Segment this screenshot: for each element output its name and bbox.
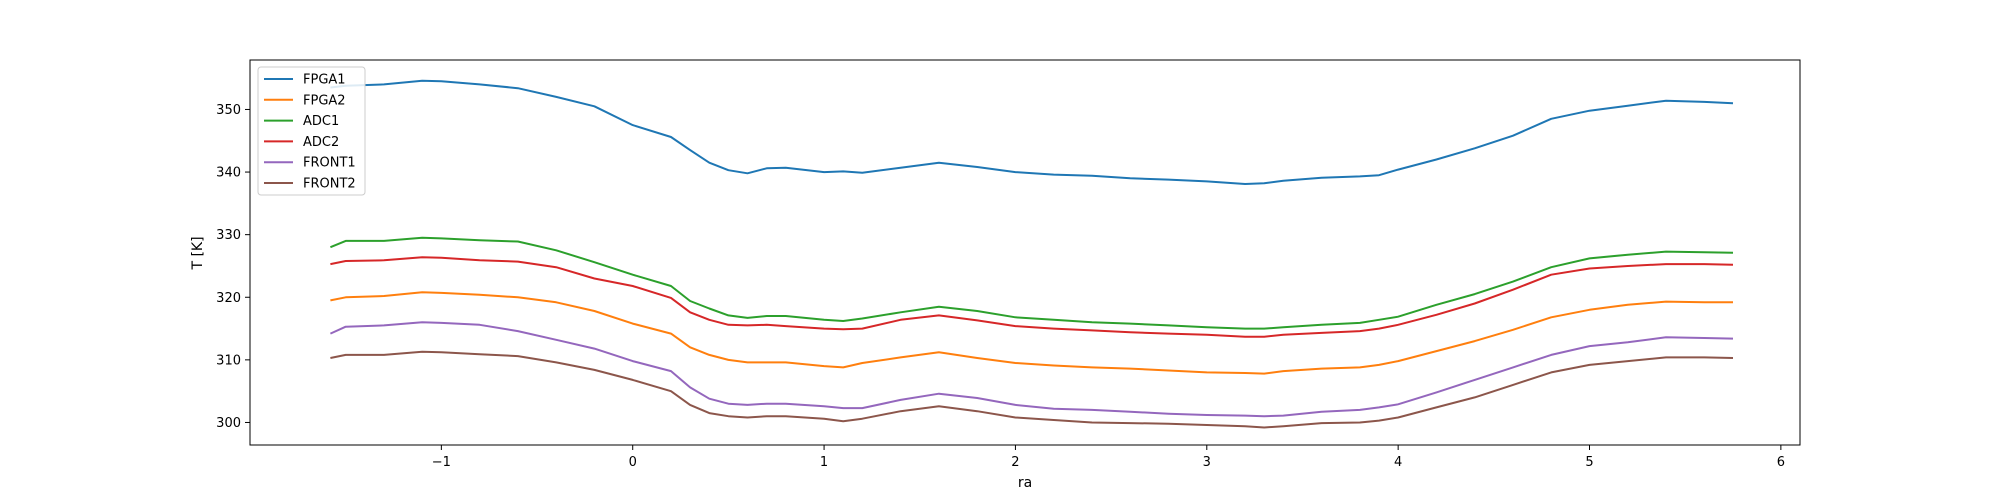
x-tick-label: 1 bbox=[820, 455, 828, 470]
y-tick-label: 340 bbox=[216, 166, 241, 181]
series-line-adc1 bbox=[330, 236, 1734, 330]
legend: FPGA1 FPGA2 ADC1 ADC2 FRONT1 FRONT2 bbox=[257, 66, 366, 196]
y-tick-label: 300 bbox=[216, 416, 241, 431]
plot-area-frame bbox=[249, 59, 1801, 446]
x-tick-label: 0 bbox=[629, 455, 637, 470]
x-tick-label: 6 bbox=[1777, 455, 1785, 470]
series-lines bbox=[329, 79, 1734, 429]
x-tick-label: −1 bbox=[432, 455, 451, 470]
legend-label-fpga2: FPGA2 bbox=[303, 93, 346, 108]
legend-label-adc2: ADC2 bbox=[303, 135, 339, 150]
x-tick-label: 4 bbox=[1394, 455, 1402, 470]
x-tick-label: 2 bbox=[1011, 455, 1019, 470]
legend-label-fpga1: FPGA1 bbox=[303, 73, 346, 88]
legend-label-front2: FRONT2 bbox=[303, 177, 356, 192]
series-line-front1 bbox=[329, 321, 1734, 418]
x-tick-label: 3 bbox=[1203, 455, 1211, 470]
series-line-fpga2 bbox=[330, 291, 1733, 375]
series-line-adc2 bbox=[330, 256, 1734, 338]
y-tick-label: 320 bbox=[216, 291, 241, 306]
x-axis-ticks: −1 0 1 2 3 4 5 6 bbox=[432, 445, 1785, 470]
y-tick-label: 310 bbox=[216, 353, 241, 368]
x-tick-label: 5 bbox=[1585, 455, 1593, 470]
legend-label-front1: FRONT1 bbox=[303, 156, 356, 171]
x-axis-label: ra bbox=[1018, 475, 1032, 491]
y-tick-label: 330 bbox=[216, 228, 241, 243]
y-axis-label: T [K] bbox=[190, 236, 206, 270]
series-line-fpga1 bbox=[330, 79, 1734, 185]
y-tick-label: 350 bbox=[216, 103, 241, 118]
y-axis-ticks: 300 310 320 330 340 350 bbox=[216, 103, 250, 431]
legend-label-adc1: ADC1 bbox=[303, 114, 339, 129]
series-line-front2 bbox=[330, 350, 1734, 429]
